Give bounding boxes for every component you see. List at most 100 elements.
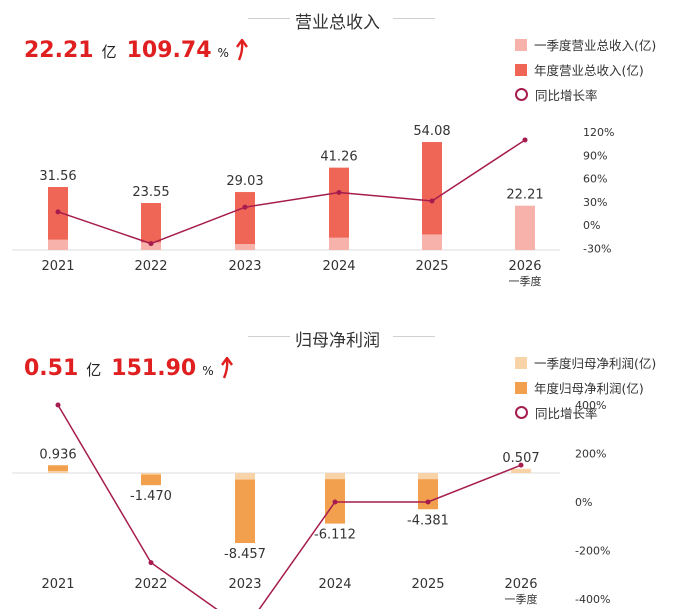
quarter-bar (511, 468, 531, 473)
category-label: 2021 (41, 259, 74, 274)
right-axis-tick-label: -30% (583, 242, 611, 255)
growth-point (518, 462, 524, 468)
annual-bar (235, 473, 255, 543)
quarter-bar (515, 205, 535, 250)
quarter-bar (235, 244, 255, 250)
profit-growth-unit: % (202, 364, 214, 378)
right-axis-tick-label: 60% (583, 173, 607, 186)
revenue-headline: 22.21 亿 109.74% (24, 38, 249, 63)
category-label: 2022 (134, 577, 167, 592)
legend-item-annual-profit[interactable]: 年度归母净利润(亿) (515, 375, 656, 400)
legend-item-yoy-growth[interactable]: 同比增长率 (515, 82, 656, 107)
annual-bar (325, 473, 345, 524)
annual-bar (329, 167, 349, 250)
growth-point (148, 560, 154, 566)
legend-label: 一季度营业总收入(亿) (534, 38, 657, 53)
revenue-title-wrap: 营业总收入 (0, 8, 675, 33)
category-label: 2026 (508, 259, 541, 274)
annual-bar (141, 473, 161, 486)
bar-value-label: 41.26 (320, 150, 357, 165)
revenue-growth: 109.74 (126, 38, 212, 63)
legend-ring-icon (515, 406, 528, 419)
category-label: 2022 (134, 259, 167, 274)
revenue-panel: 营业总收入 22.21 亿 109.74% 一季度营业总收入(亿) 年度营业总收入(… (0, 0, 675, 300)
legend-item-quarter-profit[interactable]: 一季度归母净利润(亿) (515, 350, 656, 375)
growth-point (55, 209, 61, 215)
right-axis-tick-label: 200% (575, 448, 606, 461)
profit-chart-title: 归母净利润 (295, 331, 380, 351)
revenue-legend: 一季度营业总收入(亿) 年度营业总收入(亿) 同比增长率 (515, 32, 656, 107)
title-rule-left (248, 18, 290, 19)
category-sublabel: 一季度 (505, 592, 538, 606)
right-axis-tick-label: 120% (583, 126, 614, 139)
category-label: 2023 (228, 577, 261, 592)
bar-value-label: 0.507 (502, 451, 539, 466)
annual-bar (422, 142, 442, 250)
profit-chart-svg: 0.936 -1.470 -8.457 -6.112 -4.381 0.507 400% 20… (12, 399, 610, 609)
profit-legend: 一季度归母净利润(亿) 年度归母净利润(亿) 同比增长率 (515, 350, 656, 425)
up-arrow-icon (220, 357, 233, 379)
legend-swatch (515, 356, 527, 369)
title-rule-right (393, 18, 435, 19)
quarter-bar (422, 234, 442, 250)
right-axis-tick-label: 0% (575, 496, 592, 509)
right-axis-tick-label: -400% (575, 593, 610, 606)
quarter-bar (48, 239, 68, 250)
revenue-unit: 亿 (101, 43, 117, 61)
bar-value-label: -6.112 (314, 528, 356, 543)
legend-item-annual-revenue[interactable]: 年度营业总收入(亿) (515, 57, 656, 82)
right-axis-tick-label: 90% (583, 149, 607, 162)
annual-bar (141, 202, 161, 250)
right-axis-tick-label: 400% (575, 399, 606, 412)
legend-label: 同比增长率 (535, 406, 598, 421)
profit-headline: 0.51 亿 151.90% (24, 356, 234, 381)
bar-value-label: -4.381 (407, 513, 449, 528)
up-arrow-icon (235, 39, 248, 61)
category-label: 2024 (322, 259, 355, 274)
quarter-bar (141, 242, 161, 250)
growth-point (522, 137, 528, 143)
quarter-bar (235, 473, 255, 480)
growth-line (57, 139, 526, 245)
category-label: 2025 (411, 577, 444, 592)
category-sublabel: 一季度 (509, 274, 542, 288)
title-rule-left (248, 336, 290, 337)
growth-point (425, 499, 431, 505)
growth-point (429, 198, 435, 204)
profit-title-wrap: 归母净利润 (0, 326, 675, 351)
legend-ring-icon (515, 88, 528, 101)
category-label: 2024 (318, 577, 351, 592)
bar-value-label: -1.470 (130, 489, 172, 504)
category-label: 2023 (228, 259, 261, 274)
bar-value-label: -8.457 (224, 547, 266, 562)
annual-bar (48, 465, 68, 473)
bar-value-label: 22.21 (506, 188, 543, 203)
growth-point (332, 499, 338, 505)
legend-swatch (515, 38, 527, 51)
bar-value-label: 31.56 (39, 169, 76, 184)
annual-bar (235, 192, 255, 250)
growth-point (242, 204, 248, 210)
category-label: 2025 (415, 259, 448, 274)
revenue-chart-svg: 31.56 23.55 29.03 41.26 54.08 22.21 120% 90% 60%… (12, 124, 614, 288)
bar-value-label: 29.03 (226, 174, 263, 189)
right-axis-tick-label: 0% (583, 219, 600, 232)
revenue-growth-unit: % (217, 46, 229, 60)
bar-value-label: 23.55 (132, 185, 169, 200)
growth-point (55, 402, 61, 408)
legend-label: 一季度归母净利润(亿) (534, 356, 657, 371)
title-rule-right (393, 336, 435, 337)
profit-panel: 归母净利润 0.51 亿 151.90% 一季度归母净利润(亿) 年度归母净利润(亿… (0, 318, 675, 609)
legend-item-quarter-revenue[interactable]: 一季度营业总收入(亿) (515, 32, 656, 57)
legend-swatch (515, 63, 527, 76)
quarter-bar (141, 473, 161, 475)
growth-line (57, 404, 522, 609)
bar-value-label: 54.08 (413, 124, 450, 139)
bar-value-label: 0.936 (39, 447, 76, 462)
legend-swatch (515, 381, 527, 394)
right-axis-tick-label: -200% (575, 545, 610, 558)
legend-label: 同比增长率 (535, 88, 598, 103)
legend-label: 年度营业总收入(亿) (534, 63, 644, 78)
legend-item-yoy-growth[interactable]: 同比增长率 (515, 400, 656, 425)
growth-point (148, 241, 154, 247)
